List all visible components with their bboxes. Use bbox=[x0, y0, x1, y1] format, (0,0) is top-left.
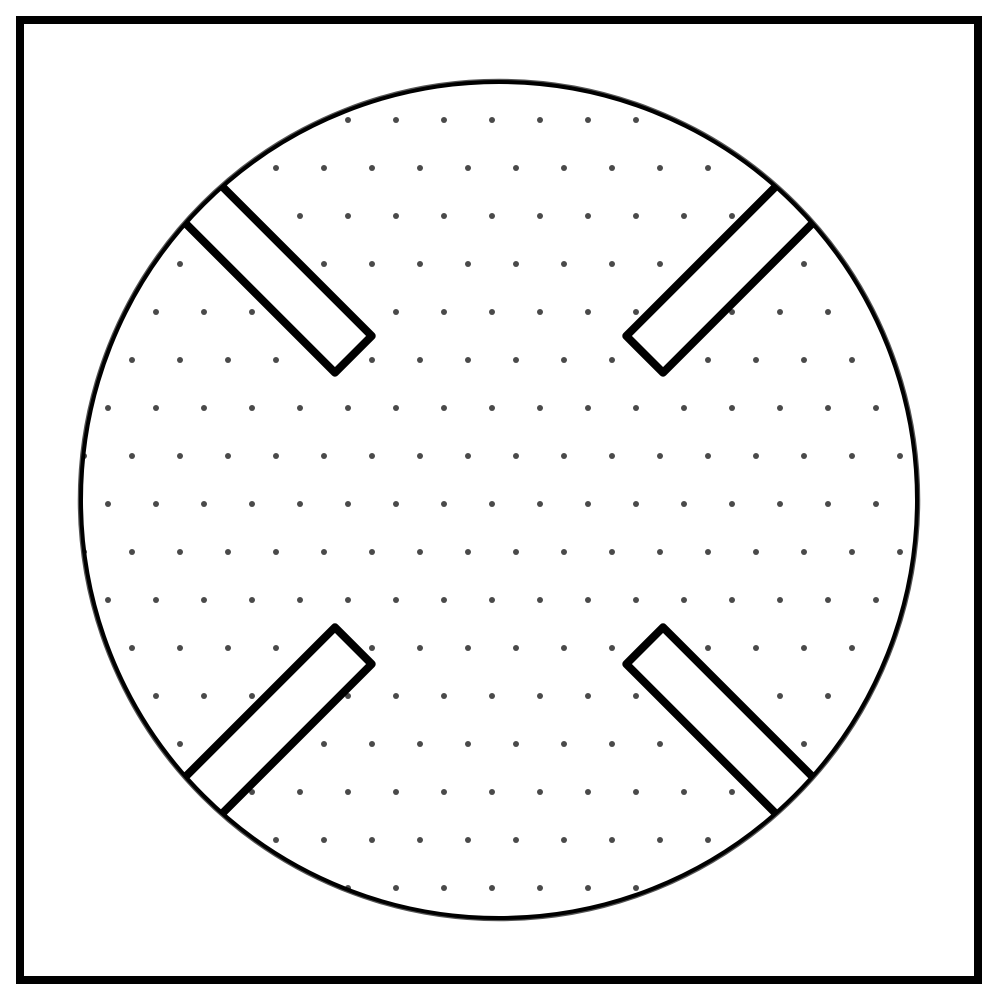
diagram-svg bbox=[0, 0, 998, 1000]
cross-shape bbox=[79, 80, 919, 920]
